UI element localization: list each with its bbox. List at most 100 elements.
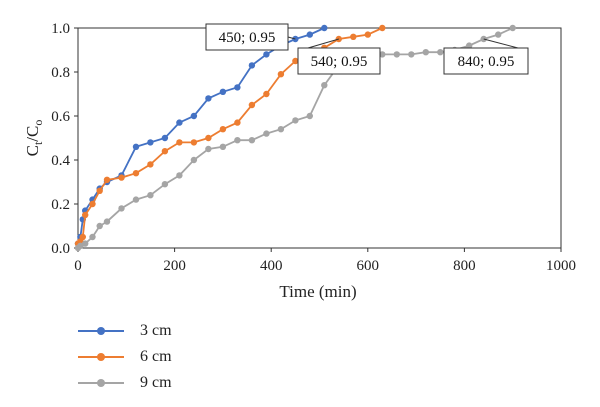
data-point-9cm bbox=[89, 233, 96, 241]
data-point-3cm bbox=[248, 62, 256, 69]
data-point-6cm bbox=[176, 139, 183, 146]
data-point-9cm bbox=[147, 192, 154, 199]
data-point-6cm bbox=[96, 187, 103, 194]
x-tick-label: 200 bbox=[163, 258, 186, 274]
series-group bbox=[74, 24, 516, 252]
data-point-9cm bbox=[77, 242, 84, 249]
annotation-leader bbox=[307, 38, 339, 49]
data-point-9cm bbox=[480, 35, 487, 43]
data-point-3cm bbox=[190, 112, 198, 120]
legend-swatch-9cm bbox=[78, 377, 124, 389]
data-point-9cm bbox=[161, 181, 169, 188]
annotation-label: 840; 0.95 bbox=[458, 54, 515, 70]
data-point-3cm bbox=[321, 24, 328, 32]
y-axis-title-mid: /C bbox=[23, 126, 42, 142]
legend-label-3cm: 3 cm bbox=[140, 322, 172, 339]
y-tick-label: 0.0 bbox=[51, 241, 70, 257]
data-point-6cm bbox=[147, 161, 154, 168]
annotation-leader bbox=[483, 38, 519, 49]
y-tick-label: 0.6 bbox=[51, 109, 70, 125]
data-point-3cm bbox=[176, 119, 183, 126]
x-axis-title: Time (min) bbox=[279, 282, 356, 301]
data-point-9cm bbox=[379, 51, 386, 58]
series-9cm bbox=[74, 24, 516, 252]
annotation-leader bbox=[287, 36, 296, 40]
data-point-9cm bbox=[408, 51, 415, 58]
data-point-6cm bbox=[277, 71, 285, 78]
data-point-3cm bbox=[161, 134, 169, 142]
annotation-callout: 540; 0.95 bbox=[297, 38, 381, 75]
data-point-3cm bbox=[306, 31, 313, 38]
y-axis-title-sub1: t bbox=[31, 141, 45, 145]
data-point-6cm bbox=[118, 174, 125, 181]
data-point-9cm bbox=[132, 196, 140, 203]
data-point-9cm bbox=[190, 156, 198, 164]
legend: 3 cm 6 cm 9 cm bbox=[78, 318, 172, 396]
data-point-3cm bbox=[263, 51, 270, 58]
x-tick-label: 1000 bbox=[546, 258, 576, 274]
series-line-3cm bbox=[77, 27, 325, 244]
x-tick-label: 800 bbox=[453, 258, 476, 274]
data-point-9cm bbox=[219, 143, 227, 150]
data-point-6cm bbox=[292, 57, 299, 65]
legend-marker-6cm bbox=[97, 353, 105, 361]
annotation-box bbox=[297, 47, 381, 75]
data-point-9cm bbox=[321, 82, 328, 89]
annotation-callout: 840; 0.95 bbox=[443, 38, 529, 75]
data-point-9cm bbox=[234, 137, 241, 144]
data-point-9cm bbox=[292, 117, 299, 124]
y-tick-label: 0.2 bbox=[51, 197, 70, 213]
annotation-callout: 450; 0.95 bbox=[205, 23, 296, 51]
data-point-6cm bbox=[350, 33, 357, 40]
data-point-6cm bbox=[364, 31, 371, 38]
data-point-9cm bbox=[509, 24, 516, 32]
data-point-9cm bbox=[118, 205, 125, 212]
data-point-6cm bbox=[79, 233, 87, 241]
data-point-6cm bbox=[132, 170, 140, 177]
data-point-6cm bbox=[379, 24, 386, 32]
legend-label-6cm: 6 cm bbox=[140, 348, 172, 365]
x-tick-label: 400 bbox=[260, 258, 283, 274]
y-tick-label: 0.8 bbox=[51, 65, 70, 81]
plot-frame bbox=[77, 27, 562, 249]
data-point-9cm bbox=[176, 172, 183, 179]
data-point-6cm bbox=[82, 211, 89, 219]
data-point-6cm bbox=[248, 101, 256, 109]
data-point-9cm bbox=[466, 42, 473, 49]
data-point-3cm bbox=[205, 95, 212, 102]
data-point-6cm bbox=[205, 134, 212, 142]
data-point-9cm bbox=[495, 31, 502, 38]
data-point-6cm bbox=[263, 90, 270, 98]
data-point-3cm bbox=[292, 35, 299, 43]
data-point-9cm bbox=[277, 126, 285, 133]
data-point-3cm bbox=[234, 84, 241, 91]
data-point-9cm bbox=[437, 49, 444, 56]
series-line-9cm bbox=[77, 27, 514, 249]
data-point-6cm bbox=[89, 200, 96, 208]
y-tick-label: 1.0 bbox=[51, 21, 70, 37]
data-point-6cm bbox=[190, 139, 198, 146]
legend-swatch-6cm bbox=[78, 351, 124, 363]
annotation-label: 450; 0.95 bbox=[219, 30, 276, 46]
legend-item-9cm: 9 cm bbox=[78, 370, 172, 396]
data-point-9cm bbox=[96, 222, 103, 230]
legend-item-3cm: 3 cm bbox=[78, 318, 172, 344]
x-tick-label: 0 bbox=[74, 258, 82, 274]
data-point-9cm bbox=[393, 51, 400, 58]
axes: 0 200 400 600 800 1000 0.0 0.2 0.4 0.6 0.8 1.0 bbox=[51, 21, 576, 274]
annotation-box bbox=[443, 47, 529, 75]
legend-marker-3cm bbox=[97, 327, 105, 335]
data-point-9cm bbox=[248, 137, 256, 144]
legend-marker-9cm bbox=[97, 379, 105, 387]
y-axis-title: Ct/Co bbox=[23, 120, 45, 157]
data-point-3cm bbox=[132, 143, 140, 150]
data-point-6cm bbox=[219, 126, 227, 133]
series-3cm bbox=[74, 24, 328, 247]
legend-item-6cm: 6 cm bbox=[78, 344, 172, 370]
y-tick-label: 0.4 bbox=[51, 153, 70, 169]
data-point-9cm bbox=[103, 218, 111, 225]
data-point-9cm bbox=[422, 49, 429, 56]
y-axis-title-main: C bbox=[23, 145, 42, 156]
data-point-9cm bbox=[82, 240, 89, 247]
